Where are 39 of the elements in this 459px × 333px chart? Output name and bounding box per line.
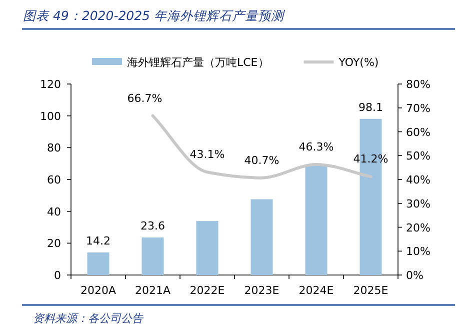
bar <box>87 252 110 275</box>
y2-tick-label: 30% <box>406 197 430 210</box>
y2-tick-label: 50% <box>406 150 430 163</box>
y-tick-label: 40 <box>47 205 61 218</box>
y2-tick-label: 20% <box>406 221 430 234</box>
y-tick-label: 100 <box>40 110 61 123</box>
data-label: 40.7% <box>244 154 280 167</box>
y2-tick-label: 10% <box>406 245 430 258</box>
chart-title: 图表 49：2020-2025 年海外锂辉石产量预测 <box>23 8 286 23</box>
x-tick-label: 2021A <box>134 284 171 297</box>
bar <box>250 199 273 275</box>
x-tick-label: 2024E <box>298 284 334 297</box>
x-tick-label: 2020A <box>80 284 116 297</box>
y-tick-label: 60 <box>47 174 61 186</box>
bar <box>305 165 328 275</box>
y2-tick-label: 40% <box>406 174 430 186</box>
y2-tick-label: 70% <box>406 102 430 115</box>
data-label: 46.3% <box>298 140 334 154</box>
data-label: 43.1% <box>190 148 225 162</box>
bar <box>196 221 218 275</box>
x-tick-label: 2025E <box>353 284 388 297</box>
y2-tick-label: 80% <box>406 78 430 91</box>
data-label: 23.6 <box>140 219 165 232</box>
y-tick-label: 20 <box>47 237 61 250</box>
data-label: 98.1 <box>358 100 383 114</box>
data-label: 14.2 <box>86 234 110 248</box>
legend-label: 海外锂辉石产量（万吨LCE） <box>127 56 269 69</box>
x-tick-label: 2023E <box>244 284 280 297</box>
x-tick-label: 2022E <box>190 284 225 297</box>
y2-tick-label: 0% <box>406 269 424 282</box>
text: 资料来源：各公司公告 <box>33 312 144 325</box>
legend-label: YOY(%) <box>338 56 379 69</box>
y-tick-label: 0 <box>54 269 61 282</box>
y-tick-label: 120 <box>40 78 61 91</box>
data-label: 66.7% <box>127 92 162 105</box>
y-tick-label: 80 <box>47 142 61 155</box>
y2-tick-label: 60% <box>406 126 430 139</box>
data-label: 41.2% <box>353 152 388 166</box>
bar <box>142 237 164 275</box>
